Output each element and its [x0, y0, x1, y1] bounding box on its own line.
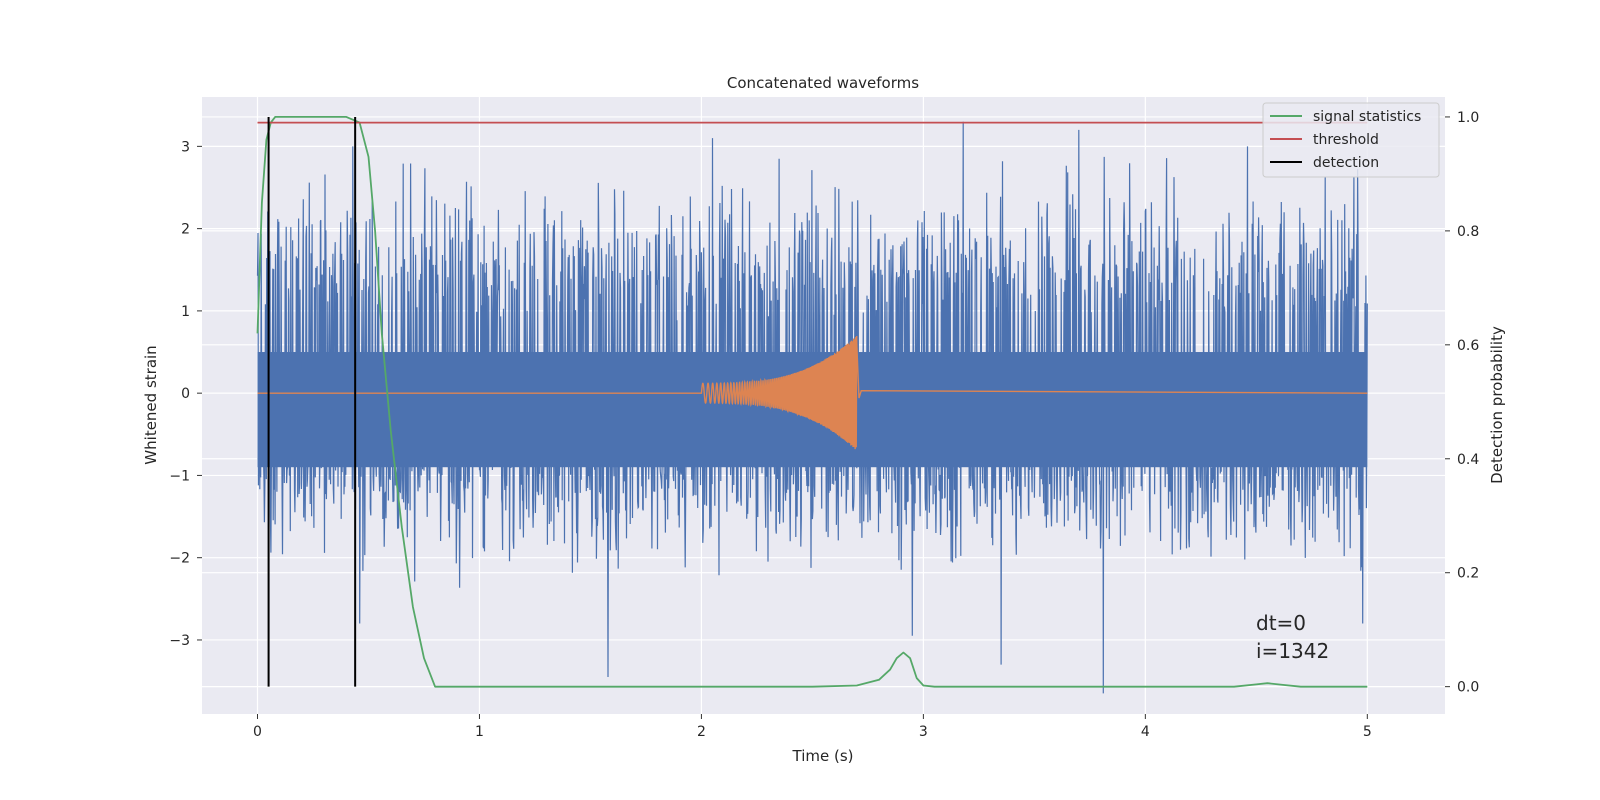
legend-box — [1262, 102, 1440, 178]
annotation-line-i: i=1342 — [1256, 639, 1329, 663]
axes: 0 1 2 3 4 5 −3 −2 −1 0 1 2 3 0.0 0.2 0.4 0.6 0.8 1.0 — [169, 110, 1479, 740]
data-series — [256, 116, 1368, 694]
chart-title: Concatenated waveforms — [727, 74, 919, 92]
y2-tick-label: 0.8 — [1457, 224, 1479, 240]
legend-label-signal-statistics: signal statistics — [1313, 109, 1421, 125]
x-tick-label: 5 — [1363, 724, 1372, 740]
x-axis-label: Time (s) — [792, 747, 854, 765]
y2-tick-label: 0.4 — [1457, 452, 1479, 468]
y2-axis-label: Detection probability — [1488, 326, 1506, 484]
x-tick-label: 4 — [1141, 724, 1150, 740]
chirp-waveform-line — [257, 336, 1368, 450]
x-tick-label: 2 — [697, 724, 706, 740]
x-tick-label: 3 — [919, 724, 928, 740]
y-tick-label: 0 — [181, 386, 190, 402]
y-tick-label: 1 — [181, 304, 190, 320]
y-tick-label: −2 — [169, 551, 190, 567]
x-tick-label: 0 — [253, 724, 262, 740]
signal-statistics-line — [256, 116, 1368, 688]
y2-tick-label: 0.2 — [1457, 566, 1479, 582]
y2-tick-label: 0.0 — [1457, 680, 1479, 696]
y-tick-label: 3 — [181, 139, 190, 155]
y-tick-label: −1 — [169, 468, 190, 484]
annotation: dt=0 i=1342 — [1256, 611, 1329, 663]
y2-tick-label: 1.0 — [1457, 110, 1479, 126]
legend: signal statistics threshold detection — [1262, 102, 1440, 178]
y-axis-label: Whitened strain — [142, 345, 160, 464]
x-tick-label: 1 — [475, 724, 484, 740]
y-tick-label: 2 — [181, 222, 190, 238]
y-tick-label: −3 — [169, 633, 190, 649]
legend-label-threshold: threshold — [1313, 132, 1379, 148]
annotation-line-dt: dt=0 — [1256, 611, 1306, 635]
legend-label-detection: detection — [1313, 155, 1379, 171]
y2-tick-label: 0.6 — [1457, 338, 1479, 354]
